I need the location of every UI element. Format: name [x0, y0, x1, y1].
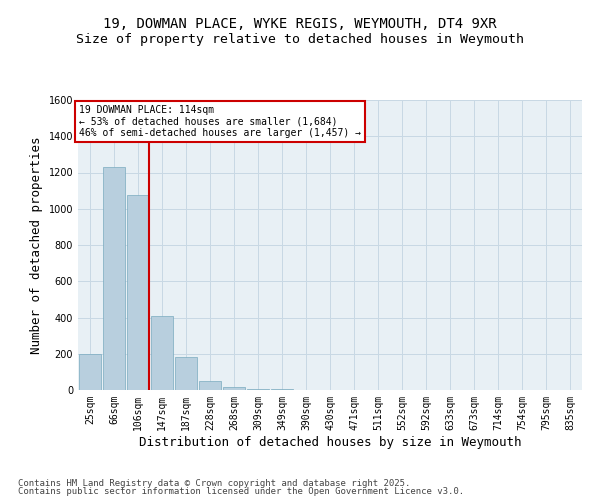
Y-axis label: Number of detached properties: Number of detached properties	[30, 136, 43, 354]
Bar	[79, 354, 101, 390]
Bar	[199, 381, 221, 390]
Text: Contains public sector information licensed under the Open Government Licence v3: Contains public sector information licen…	[18, 487, 464, 496]
Bar	[223, 388, 245, 390]
Bar	[151, 316, 173, 390]
Bar	[175, 358, 197, 390]
Text: 19 DOWMAN PLACE: 114sqm
← 53% of detached houses are smaller (1,684)
46% of semi: 19 DOWMAN PLACE: 114sqm ← 53% of detache…	[79, 104, 361, 138]
Text: Contains HM Land Registry data © Crown copyright and database right 2025.: Contains HM Land Registry data © Crown c…	[18, 478, 410, 488]
Text: 19, DOWMAN PLACE, WYKE REGIS, WEYMOUTH, DT4 9XR: 19, DOWMAN PLACE, WYKE REGIS, WEYMOUTH, …	[103, 18, 497, 32]
Bar	[127, 195, 149, 390]
Text: Size of property relative to detached houses in Weymouth: Size of property relative to detached ho…	[76, 32, 524, 46]
Bar	[271, 389, 293, 390]
Bar	[247, 388, 269, 390]
X-axis label: Distribution of detached houses by size in Weymouth: Distribution of detached houses by size …	[139, 436, 521, 448]
Bar	[103, 167, 125, 390]
